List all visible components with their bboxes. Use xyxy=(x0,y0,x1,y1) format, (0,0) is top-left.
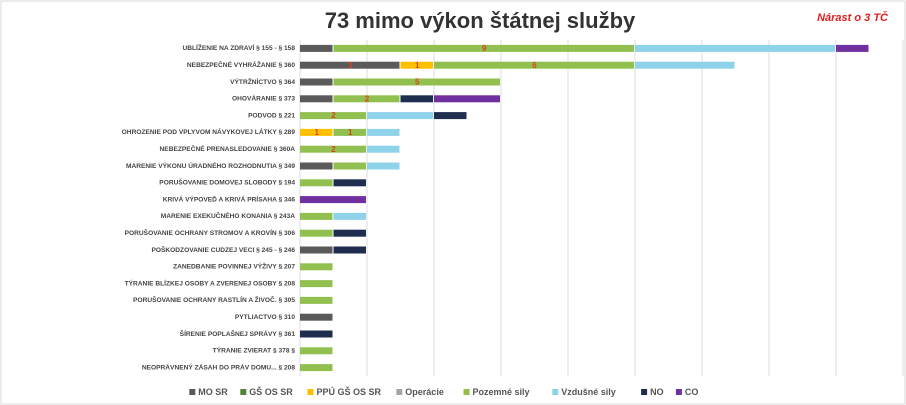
category-label: POŠKODZOVANIE CUDZEJ VECI § 245 - § 246 xyxy=(151,245,295,254)
bar-segment xyxy=(635,44,835,52)
legend-swatch xyxy=(641,389,648,395)
legend-label: MO SR xyxy=(198,387,228,397)
legend-swatch xyxy=(463,389,470,395)
bar-segment xyxy=(300,229,333,237)
bar-segment xyxy=(434,112,467,120)
legend-label: PPÚ GŠ OS SR xyxy=(317,386,382,397)
category-label: UBLÍŽENIE NA ZDRAVÍ § 155 - § 158 xyxy=(183,43,296,52)
category-label: KRIVÁ VÝPOVEĎ A KRIVÁ PRÍSAHA § 346 xyxy=(163,194,296,203)
bar-segment xyxy=(333,212,366,220)
category-label: MARENIE VÝKONU ÚRADNÉHO ROZHODNUTIA § 34… xyxy=(126,161,295,170)
value-label: 6 xyxy=(532,61,537,70)
value-label: 1 xyxy=(315,128,320,137)
category-label: TÝRANIE ZVIERAT § 378 § xyxy=(213,346,296,355)
category-label: MARENIE EXEKUČNÉHO KONANIA § 243A xyxy=(161,211,295,220)
bar-segment xyxy=(367,145,400,153)
bar-segment xyxy=(333,179,366,187)
category-label: VÝTRŽNÍCTVO § 364 xyxy=(230,77,295,86)
value-label: 3 xyxy=(348,61,353,70)
annotation: Nárast o 3 TČ xyxy=(817,11,889,24)
category-label: PORUŠOVANIE DOMOVEJ SLOBODY § 194 xyxy=(159,178,295,187)
value-label: 2 xyxy=(331,111,336,120)
legend-label: Pozemné sily xyxy=(473,387,530,397)
category-label: PORUŠOVANIE OCHRANY RASTLÍN A ŽIVOČ. § 3… xyxy=(133,295,295,304)
bar-segment xyxy=(434,61,634,69)
value-label: 2 xyxy=(365,94,370,103)
bar-segment xyxy=(300,296,333,304)
category-label: NEOPRÁVNENÝ ZÁSAH DO PRÁV DOMU... § 208 xyxy=(142,362,295,371)
legend-swatch xyxy=(240,389,247,395)
category-label: ZANEDBANIE POVINNEJ VÝŽIVY § 207 xyxy=(173,262,295,271)
bar-segment xyxy=(300,179,333,187)
bar-segment xyxy=(333,229,366,237)
bar-segment xyxy=(333,95,400,103)
legend-label: Vzdušné sily xyxy=(561,387,616,397)
legend-swatch xyxy=(189,389,196,395)
legend-swatch xyxy=(552,389,559,395)
bar-segment xyxy=(300,196,366,204)
bar-segment xyxy=(367,128,400,136)
bar-segment xyxy=(300,78,333,86)
category-label: TÝRANIE BLÍZKEJ OSOBY A ZVERENEJ OSOBY §… xyxy=(125,278,296,287)
category-label: ŠÍRENIE POPLAŠNEJ SPRÁVY § 361 xyxy=(180,329,296,338)
bar-segment xyxy=(300,95,333,103)
bar-segment xyxy=(300,145,366,153)
bar-segment xyxy=(300,364,333,372)
legend-label: Operácie xyxy=(405,387,444,397)
legend-label: CO xyxy=(685,387,699,397)
category-label: PORUŠOVANIE OCHRANY STROMOV A KROVÍN § 3… xyxy=(125,228,296,237)
bar-segment xyxy=(635,61,735,69)
bar-segment xyxy=(434,95,500,103)
value-label: 2 xyxy=(331,145,336,154)
bar-segment xyxy=(333,246,366,254)
bar-segment xyxy=(300,61,400,69)
category-label: PYTLIACTVO § 310 xyxy=(235,314,295,321)
bar-segment xyxy=(836,44,869,52)
bar-segment xyxy=(300,212,333,220)
bar-segment xyxy=(300,246,333,254)
bar-segment xyxy=(333,162,366,170)
bar-segment xyxy=(400,61,433,69)
bar-segment xyxy=(333,44,634,52)
legend-label: NO xyxy=(650,387,664,397)
chart-title: 73 mimo výkon štátnej služby xyxy=(325,8,636,33)
bar-segment xyxy=(300,162,333,170)
bar-segment xyxy=(300,44,333,52)
bar-segment xyxy=(367,162,400,170)
category-label: OHOVÁRANIE § 373 xyxy=(232,94,295,103)
value-label: 9 xyxy=(482,44,487,53)
bar-segment xyxy=(333,78,500,86)
bar-segment xyxy=(300,313,333,321)
legend-swatch xyxy=(396,389,403,395)
value-label: 1 xyxy=(415,61,420,70)
legend-swatch xyxy=(675,389,682,395)
category-label: OHROZENIE POD VPLYVOM NÁVYKOVEJ LÁTKY § … xyxy=(122,127,296,136)
bar-segment xyxy=(400,95,433,103)
value-label: 5 xyxy=(415,78,420,87)
bar-segment xyxy=(333,128,366,136)
bar-segment xyxy=(300,112,366,120)
value-label: 1 xyxy=(348,128,353,137)
bar-segment xyxy=(300,280,333,288)
category-label: NEBEZPEČNÉ PRENASLEDOVANIE § 360A xyxy=(160,144,296,153)
bar-segment xyxy=(300,330,333,338)
legend-label: GŠ OS SR xyxy=(249,386,293,397)
bar-segment xyxy=(300,128,333,136)
bar-segment xyxy=(300,347,333,355)
category-label: NEBEZPEČNÉ VYHRÁŽANIE § 360 xyxy=(187,60,295,69)
legend-swatch xyxy=(307,389,314,395)
bar-segment xyxy=(367,112,433,120)
bar-segment xyxy=(300,263,333,271)
category-label: PODVOD § 221 xyxy=(248,112,295,119)
